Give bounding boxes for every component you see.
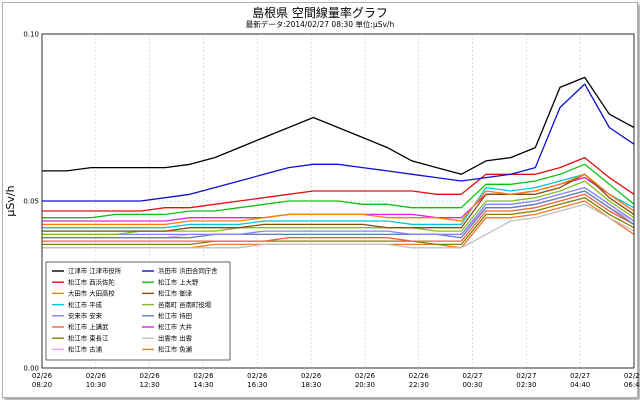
legend-label: 松江市 持田 (158, 311, 192, 320)
x-tick-date: 02/26 (355, 372, 376, 380)
series-line (42, 197, 635, 246)
chart-subtitle: 最新データ:2014/02/27 08:30 単位:μSv/h (245, 20, 395, 29)
series-line (42, 203, 635, 249)
legend-label: 松江市 平成 (68, 300, 103, 309)
series-line (42, 173, 635, 226)
legend-label: 松江市 古浦 (68, 345, 103, 354)
plot-border (41, 33, 635, 369)
series-line (42, 193, 635, 242)
legend-label: 松江市 上講武 (68, 322, 109, 331)
legend-label: 浜田市 浜田合同庁舎 (158, 266, 218, 275)
legend-label: 松江市 大井 (158, 322, 193, 331)
legend-label: 松江市 御津 (158, 289, 193, 298)
legend-label: 大田市 大田高校 (68, 289, 115, 298)
x-tick-date: 02/26 (32, 372, 53, 380)
x-tick-date: 02/27 (462, 372, 482, 380)
legend-box (45, 261, 231, 361)
x-tick-date: 02/27 (624, 372, 640, 380)
series-line (42, 76, 635, 175)
y-tick-label: 0.00 (23, 365, 39, 373)
x-tick-time: 20:30 (355, 381, 375, 389)
legend-label: 出雲市 出雲 (158, 333, 193, 342)
x-tick-time: 14:30 (193, 381, 213, 389)
x-tick-time: 16:30 (247, 381, 267, 389)
x-tick-time: 12:30 (140, 381, 160, 389)
legend-label: 松江市 西浜佐陀 (68, 277, 115, 286)
x-tick-time: 00:30 (462, 381, 482, 389)
series-line (42, 163, 635, 219)
legend-label: 江津市 江津市役所 (68, 266, 122, 275)
legend-label: 松江市 上大野 (158, 277, 199, 286)
x-tick-date: 02/26 (301, 372, 322, 380)
legend-label: 安来市 安来 (68, 311, 103, 320)
legend-label: 邑南町 邑南町役場 (158, 300, 212, 309)
y-tick-label: 0.10 (23, 31, 39, 39)
series-line (42, 173, 635, 229)
x-tick-time: 02:30 (516, 381, 536, 389)
series-line (42, 186, 635, 236)
legend-label: 松江市 東長江 (68, 333, 109, 342)
x-tick-time: 08:20 (32, 381, 52, 389)
x-tick-time: 18:30 (301, 381, 321, 389)
legend-label: 松江市 魚瀬 (158, 345, 193, 354)
series-line (42, 83, 635, 202)
x-tick-date: 02/27 (516, 372, 536, 380)
x-tick-time: 10:30 (86, 381, 106, 389)
chart-title: 島根県 空間線量率グラフ (252, 6, 388, 20)
x-tick-date: 02/26 (86, 372, 107, 380)
x-tick-time: 04:40 (570, 381, 590, 389)
axes: 02/2608:2002/2610:3002/2612:3002/2614:30… (4, 31, 640, 390)
x-tick-time: 06:40 (624, 381, 640, 389)
y-axis-label: μSv/h (4, 185, 17, 216)
series-line (42, 190, 635, 239)
x-tick-date: 02/26 (247, 372, 268, 380)
series-line (42, 156, 635, 212)
x-tick-date: 02/26 (140, 372, 161, 380)
plot-area (42, 76, 635, 249)
x-tick-date: 02/26 (193, 372, 214, 380)
y-tick-label: 0.05 (23, 198, 39, 206)
x-tick-date: 02/26 (409, 372, 430, 380)
x-tick-date: 02/27 (570, 372, 590, 380)
series-line (42, 173, 635, 232)
x-tick-time: 22:30 (409, 381, 429, 389)
